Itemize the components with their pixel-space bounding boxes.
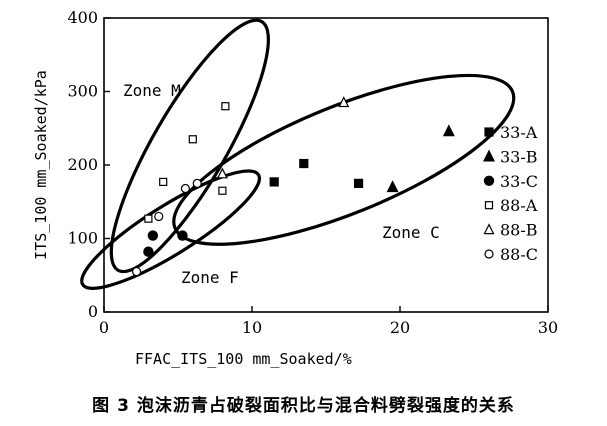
data-point-88-b bbox=[216, 167, 228, 179]
figure-caption: 图 3 泡沫沥青占破裂面积比与混合料劈裂强度的关系 bbox=[92, 396, 515, 416]
legend-label-33-b: 33-B bbox=[500, 147, 538, 166]
data-point-88-a bbox=[218, 186, 227, 195]
x-tick-label: 10 bbox=[242, 318, 262, 337]
x-axis-label: FFAC_ITS_100 mm_Soaked/% bbox=[135, 350, 352, 368]
y-axis-label: ITS_100 mm_Soaked/kPa bbox=[32, 70, 50, 260]
data-point-88-c bbox=[131, 266, 142, 277]
data-point-88-c bbox=[180, 183, 190, 194]
zone-label-c: Zone C bbox=[382, 223, 440, 242]
legend-marker-33-b bbox=[483, 149, 495, 162]
legend-label-88-a: 88-A bbox=[500, 196, 538, 215]
zone-ellipse-c bbox=[172, 73, 516, 246]
data-point-33-a bbox=[353, 178, 364, 188]
zones-layer bbox=[80, 18, 516, 290]
legend-label-88-b: 88-B bbox=[500, 221, 538, 240]
data-point-33-a bbox=[269, 177, 279, 187]
data-point-88-a bbox=[188, 135, 197, 144]
data-point-88-b bbox=[338, 96, 350, 108]
y-tick-label: 400 bbox=[67, 8, 98, 27]
x-tick-label: 30 bbox=[538, 318, 558, 337]
zone-label-f: Zone F bbox=[181, 268, 239, 287]
data-point-88-c bbox=[154, 211, 164, 222]
y-tick-label: 300 bbox=[67, 82, 98, 101]
data-point-33-b bbox=[386, 180, 399, 193]
legend-label-33-c: 33-C bbox=[500, 172, 538, 191]
data-point-33-b bbox=[442, 124, 455, 137]
x-tick-label: 20 bbox=[390, 318, 410, 337]
legend-label-88-c: 88-C bbox=[500, 245, 538, 264]
legend-marker-88-c bbox=[484, 249, 494, 259]
legend-marker-33-a bbox=[484, 127, 494, 137]
legend-marker-33-c bbox=[483, 175, 495, 186]
zone-labels: Zone M Zone C Zone F bbox=[123, 81, 440, 287]
y-tick-label: 0 bbox=[88, 302, 98, 321]
legend: 33-A 33-B 33-C 88-A 88-B 88-C bbox=[483, 123, 538, 264]
legend-marker-88-a bbox=[484, 201, 494, 210]
x-tick-label: 0 bbox=[99, 318, 109, 337]
y-tick-label: 200 bbox=[67, 155, 98, 174]
y-tick-label: 100 bbox=[67, 229, 98, 248]
data-point-33-a bbox=[299, 158, 309, 169]
data-point-33-c bbox=[177, 230, 188, 241]
legend-marker-88-b bbox=[483, 223, 495, 235]
zone-label-m: Zone M bbox=[123, 81, 181, 100]
data-point-88-a bbox=[221, 102, 230, 111]
data-point-33-c bbox=[147, 230, 159, 241]
data-points bbox=[131, 96, 455, 277]
legend-label-33-a: 33-A bbox=[500, 123, 538, 142]
zone-ellipse-f bbox=[80, 169, 261, 290]
data-point-33-c bbox=[143, 246, 154, 257]
data-point-88-c bbox=[192, 178, 202, 188]
data-point-88-a bbox=[144, 214, 153, 223]
plot-frame bbox=[103, 17, 549, 313]
data-point-88-a bbox=[159, 177, 168, 187]
